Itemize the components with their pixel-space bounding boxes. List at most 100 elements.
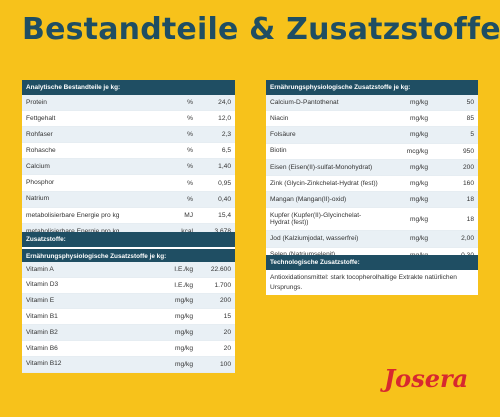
row-value: 200: [462, 163, 474, 171]
row-name: Kupfer (Kupfer(II)-Glycinchelat-Hydrat (…: [270, 211, 362, 227]
row-unit: mg/kg: [410, 196, 428, 204]
row-value: 2,00: [461, 235, 474, 243]
row-name: Rohasche: [26, 147, 56, 155]
row-value: 15,4: [218, 211, 231, 219]
row-name: metabolisierbare Energie pro kg: [26, 211, 120, 219]
technical-text: Antioxidationsmittel: stark tocopherolha…: [270, 274, 457, 291]
row-name: metabolisierbare Energie pro kg: [26, 228, 153, 235]
table-row: Vitamin D3 I.E./kg 1.700: [22, 278, 235, 294]
row-unit: %: [187, 131, 193, 139]
row-name: Vitamin E: [26, 297, 55, 305]
row-value: 20: [223, 329, 231, 337]
row-name: Fettgehalt: [26, 114, 56, 122]
josera-logo: Josera: [380, 364, 468, 393]
additives-subheader: Ernährungsphysiologische Zusatzstoffe je…: [22, 247, 235, 262]
table-row: Rohasche% 6,5: [22, 143, 235, 160]
row-unit: mg/kg: [410, 163, 428, 171]
table-row: Vitamin B6 mg/kg 20: [22, 341, 235, 357]
row-name: Eisen (Eisen(II)-sulfat-Monohydrat): [270, 163, 373, 171]
table-row: Zink (Glycin-Zinkchelat-Hydrat (fest)) mg…: [266, 176, 478, 193]
row-value: 20: [223, 344, 231, 352]
row-value: 1.700: [214, 281, 231, 289]
table-row: Kupfer (Kupfer(II)-Glycinchelat-Hydrat (…: [266, 208, 478, 232]
row-value: 1,40: [218, 163, 231, 171]
row-name: Vitamin D3: [26, 281, 59, 289]
table-row: Niacin mg/kg 85: [266, 111, 478, 128]
row-value: 100: [219, 360, 231, 368]
row-unit: mg/kg: [175, 360, 193, 368]
table-row: Eisen (Eisen(II)-sulfat-Monohydrat) mg/kg…: [266, 159, 478, 176]
row-name: Vitamin B2: [26, 328, 58, 336]
row-value: 18: [466, 196, 474, 204]
analytic-table: Analytische Bestandteile je kg: Protein%…: [22, 80, 235, 240]
row-name: Jod (Kalziumjodat, wasserfrei): [270, 235, 359, 243]
row-value: 160: [462, 180, 474, 188]
row-name: Niacin: [270, 115, 289, 123]
row-value: 18: [466, 215, 474, 223]
row-value: 0,40: [218, 195, 231, 203]
row-unit: mg/kg: [175, 297, 193, 305]
row-unit: mg/kg: [410, 180, 428, 188]
row-unit: %: [187, 179, 193, 187]
page-title: Bestandteile & Zusatzstoffe: [22, 12, 500, 47]
row-name: Vitamin A: [26, 265, 54, 273]
row-unit: mg/kg: [410, 235, 428, 243]
row-value: 5: [470, 131, 474, 139]
nutritional-header: Ernährungsphysiologische Zusatzstoffe je…: [266, 80, 478, 95]
row-name: Calcium: [26, 163, 50, 171]
vitamin-rows: Vitamin A I.E./kg 22.600 Vitamin D3 I.E./kg 1…: [22, 262, 235, 373]
row-unit: mg/kg: [175, 344, 193, 352]
row-unit: I.E./kg: [174, 281, 193, 289]
row-name: Phosphor: [26, 179, 55, 187]
row-name: Folsäure: [270, 131, 296, 139]
row-unit: mg/kg: [175, 313, 193, 321]
row-name: Vitamin B6: [26, 344, 58, 352]
row-name: Vitamin B1: [26, 313, 58, 321]
row-unit: MJ: [184, 211, 193, 219]
row-unit: mg/kg: [410, 131, 428, 139]
row-value: 6,5: [221, 147, 231, 155]
svg-text:Josera: Josera: [380, 364, 468, 393]
table-row: Phosphor% 0,95: [22, 175, 235, 192]
row-value: 24,0: [218, 99, 231, 107]
table-row: Fettgehalt% 12,0: [22, 111, 235, 128]
row-unit: mcg/kg: [406, 147, 428, 155]
row-value: 15: [223, 313, 231, 321]
table-row: Vitamin B12 mg/kg 100: [22, 356, 235, 373]
row-value: 3.678: [193, 228, 231, 235]
row-value: 85: [466, 115, 474, 123]
table-row: Vitamin A I.E./kg 22.600: [22, 262, 235, 278]
row-value: 0,95: [218, 179, 231, 187]
table-row: Biotin mcg/kg 950: [266, 144, 478, 160]
row-name: Selen (Natriumselenit): [270, 251, 378, 258]
row-name: Natrium: [26, 195, 50, 203]
row-unit: %: [187, 115, 193, 123]
table-row: Vitamin B1 mg/kg 15: [22, 309, 235, 326]
row-unit: %: [187, 163, 193, 171]
additives-header: Zusatzstoffe:: [22, 232, 235, 247]
row-name: Rohfaser: [26, 131, 53, 139]
technical-header: Technologische Zusatzstoffe:: [266, 255, 478, 270]
row-unit: kcal: [153, 228, 193, 235]
analytic-rows: Protein% 24,0 Fettgehalt% 12,0 Rohfaser% 2,3 R…: [22, 95, 235, 240]
table-row: Jod (Kalziumjodat, wasserfrei) mg/kg 2,00: [266, 231, 478, 248]
row-value: 12,0: [218, 115, 231, 123]
table-row: Rohfaser% 2,3: [22, 127, 235, 144]
row-name: Calcium-D-Pantothenat: [270, 98, 339, 106]
table-row: Calcium-D-Pantothenat mg/kg 50: [266, 95, 478, 112]
row-unit: mg/kg: [175, 329, 193, 337]
row-name: Vitamin B12: [26, 360, 62, 368]
row-value: 950: [462, 147, 474, 155]
nutritional-table: Ernährungsphysiologische Zusatzstoffe je…: [266, 80, 478, 264]
technical-table: Technologische Zusatzstoffe: Antioxidati…: [266, 255, 478, 295]
table-row: Natrium% 0,40: [22, 191, 235, 208]
row-unit: mg/kg: [410, 215, 428, 223]
row-unit: mg/kg: [410, 99, 428, 107]
analytic-header: Analytische Bestandteile je kg:: [22, 80, 235, 95]
row-unit: I.E./kg: [174, 265, 193, 273]
row-name: Protein: [26, 98, 47, 106]
additives-table: Zusatzstoffe: Ernährungsphysiologische Z…: [22, 232, 235, 373]
row-value: 22.600: [210, 265, 231, 273]
row-unit: mg/kg: [410, 115, 428, 123]
row-name: Mangan (Mangan(II)-oxid): [270, 196, 347, 204]
